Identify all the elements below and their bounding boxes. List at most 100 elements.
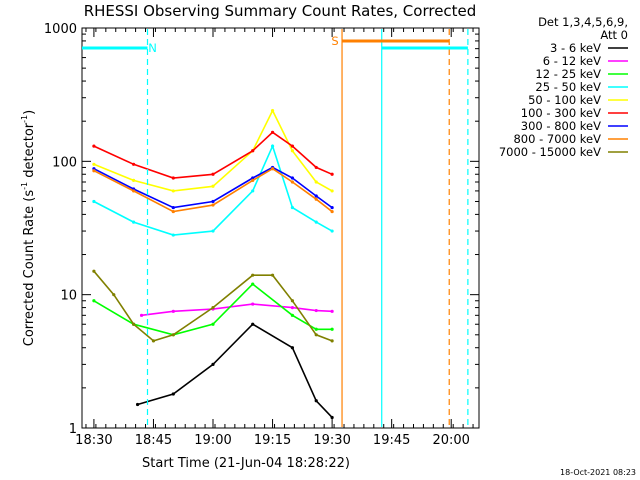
legend-header-detectors: Det 1,3,4,5,6,9, — [538, 15, 628, 29]
series-point-3 — [290, 205, 295, 210]
series-point-5 — [330, 172, 334, 176]
legend-entry-label: 6 - 12 keV — [543, 54, 601, 68]
series-point-8 — [151, 339, 156, 343]
series-point-6 — [171, 205, 175, 210]
series-point-5 — [132, 162, 136, 166]
y-tick-label: 1 — [69, 422, 77, 437]
series-point-1 — [330, 309, 334, 313]
y-label-detector: detector — [22, 122, 37, 182]
series-point-2 — [251, 282, 255, 286]
plot-frame — [81, 27, 480, 429]
legend-entry-label: 7000 - 15000 keV — [499, 145, 601, 159]
series-point-5 — [92, 144, 96, 148]
series-point-7 — [132, 189, 136, 193]
footer-date: 18-Oct-2021 08:23 — [560, 468, 636, 477]
series-point-8 — [314, 333, 318, 337]
series-line-4 — [93, 108, 333, 192]
series-point-1 — [314, 308, 318, 313]
series-point-8 — [211, 305, 215, 310]
series-point-4 — [211, 184, 215, 188]
x-tick-label: 20:00 — [432, 433, 469, 448]
series-point-3 — [330, 229, 334, 233]
series-point-8 — [112, 293, 116, 297]
series-point-5 — [251, 149, 255, 153]
series-point-3 — [314, 220, 318, 224]
x-tick-label: 19:15 — [254, 433, 291, 448]
series-point-8 — [171, 333, 175, 337]
y-label-close: ) — [22, 110, 37, 115]
series-point-0 — [314, 399, 318, 403]
series-point-1 — [139, 313, 144, 317]
y-tick-label: 10 — [60, 289, 77, 304]
series-point-8 — [290, 299, 295, 303]
series-point-8 — [270, 273, 275, 277]
series-point-0 — [290, 346, 295, 350]
series-point-2 — [211, 322, 215, 326]
series-point-7 — [270, 167, 275, 171]
y-tick-label: 100 — [52, 155, 77, 170]
series-line-3 — [93, 143, 333, 236]
series-point-6 — [330, 205, 334, 210]
legend-entry-label: 100 - 300 keV — [521, 106, 601, 120]
series-point-7 — [314, 197, 318, 201]
series-point-6 — [211, 199, 215, 204]
series-point-2 — [314, 327, 318, 331]
series-point-1 — [290, 305, 295, 310]
series-point-4 — [132, 178, 136, 182]
series-point-4 — [314, 180, 318, 184]
series-point-8 — [92, 269, 96, 273]
series-point-0 — [211, 362, 215, 366]
series-point-6 — [251, 176, 255, 180]
series-point-2 — [290, 313, 295, 317]
series-point-3 — [132, 220, 136, 224]
x-tick-label: 19:30 — [313, 433, 350, 448]
series-point-7 — [251, 178, 255, 182]
y-axis-label: Corrected Count Rate (s-1 detector-1) — [20, 110, 37, 346]
y-label-exponent-1: -1 — [20, 182, 29, 190]
series-point-8 — [132, 322, 136, 326]
series-line-0 — [137, 323, 333, 418]
x-axis-label: Start Time (21-Jun-04 18:28:22) — [142, 456, 350, 471]
top-bar-label: S — [331, 34, 338, 48]
x-tick-label: 19:00 — [194, 433, 231, 448]
series-point-6 — [314, 194, 318, 198]
legend-entry-label: 300 - 800 keV — [521, 119, 601, 133]
series-point-5 — [211, 172, 215, 176]
series-line-2 — [93, 283, 333, 336]
series-point-3 — [171, 233, 175, 237]
x-tick-label: 18:30 — [75, 433, 112, 448]
series-point-1 — [251, 302, 255, 306]
y-tick-label: 1000 — [44, 22, 77, 37]
series-line-1 — [141, 303, 333, 317]
series-point-7 — [211, 203, 215, 207]
series-point-3 — [270, 144, 275, 148]
series-point-6 — [290, 176, 295, 180]
x-tick-label: 19:45 — [373, 433, 410, 448]
legend-entry-label: 3 - 6 keV — [550, 41, 601, 55]
series-point-4 — [171, 189, 175, 193]
y-label-exponent-2: -1 — [20, 115, 29, 123]
series-point-7 — [92, 169, 96, 173]
legend-header-attenuator: Att 0 — [600, 28, 628, 42]
x-tick-label: 18:45 — [135, 433, 172, 448]
legend-entry-label: 800 - 7000 keV — [513, 132, 601, 146]
legend-entry-label: 12 - 25 keV — [535, 67, 601, 81]
y-label-main: Corrected Count Rate (s — [22, 190, 37, 347]
series-point-7 — [330, 209, 334, 214]
series-point-4 — [330, 189, 334, 193]
series-point-8 — [330, 339, 334, 343]
series-point-5 — [270, 130, 275, 134]
legend-entry-label: 50 - 100 keV — [528, 93, 601, 107]
series-point-5 — [290, 144, 295, 148]
series-point-1 — [171, 309, 175, 313]
chart-title: RHESSI Observing Summary Count Rates, Co… — [84, 2, 477, 20]
series-point-4 — [92, 162, 96, 166]
series-point-0 — [171, 392, 175, 396]
series-point-8 — [251, 273, 255, 277]
series-point-2 — [330, 327, 334, 331]
series-point-5 — [314, 165, 318, 170]
series-point-3 — [211, 229, 215, 233]
